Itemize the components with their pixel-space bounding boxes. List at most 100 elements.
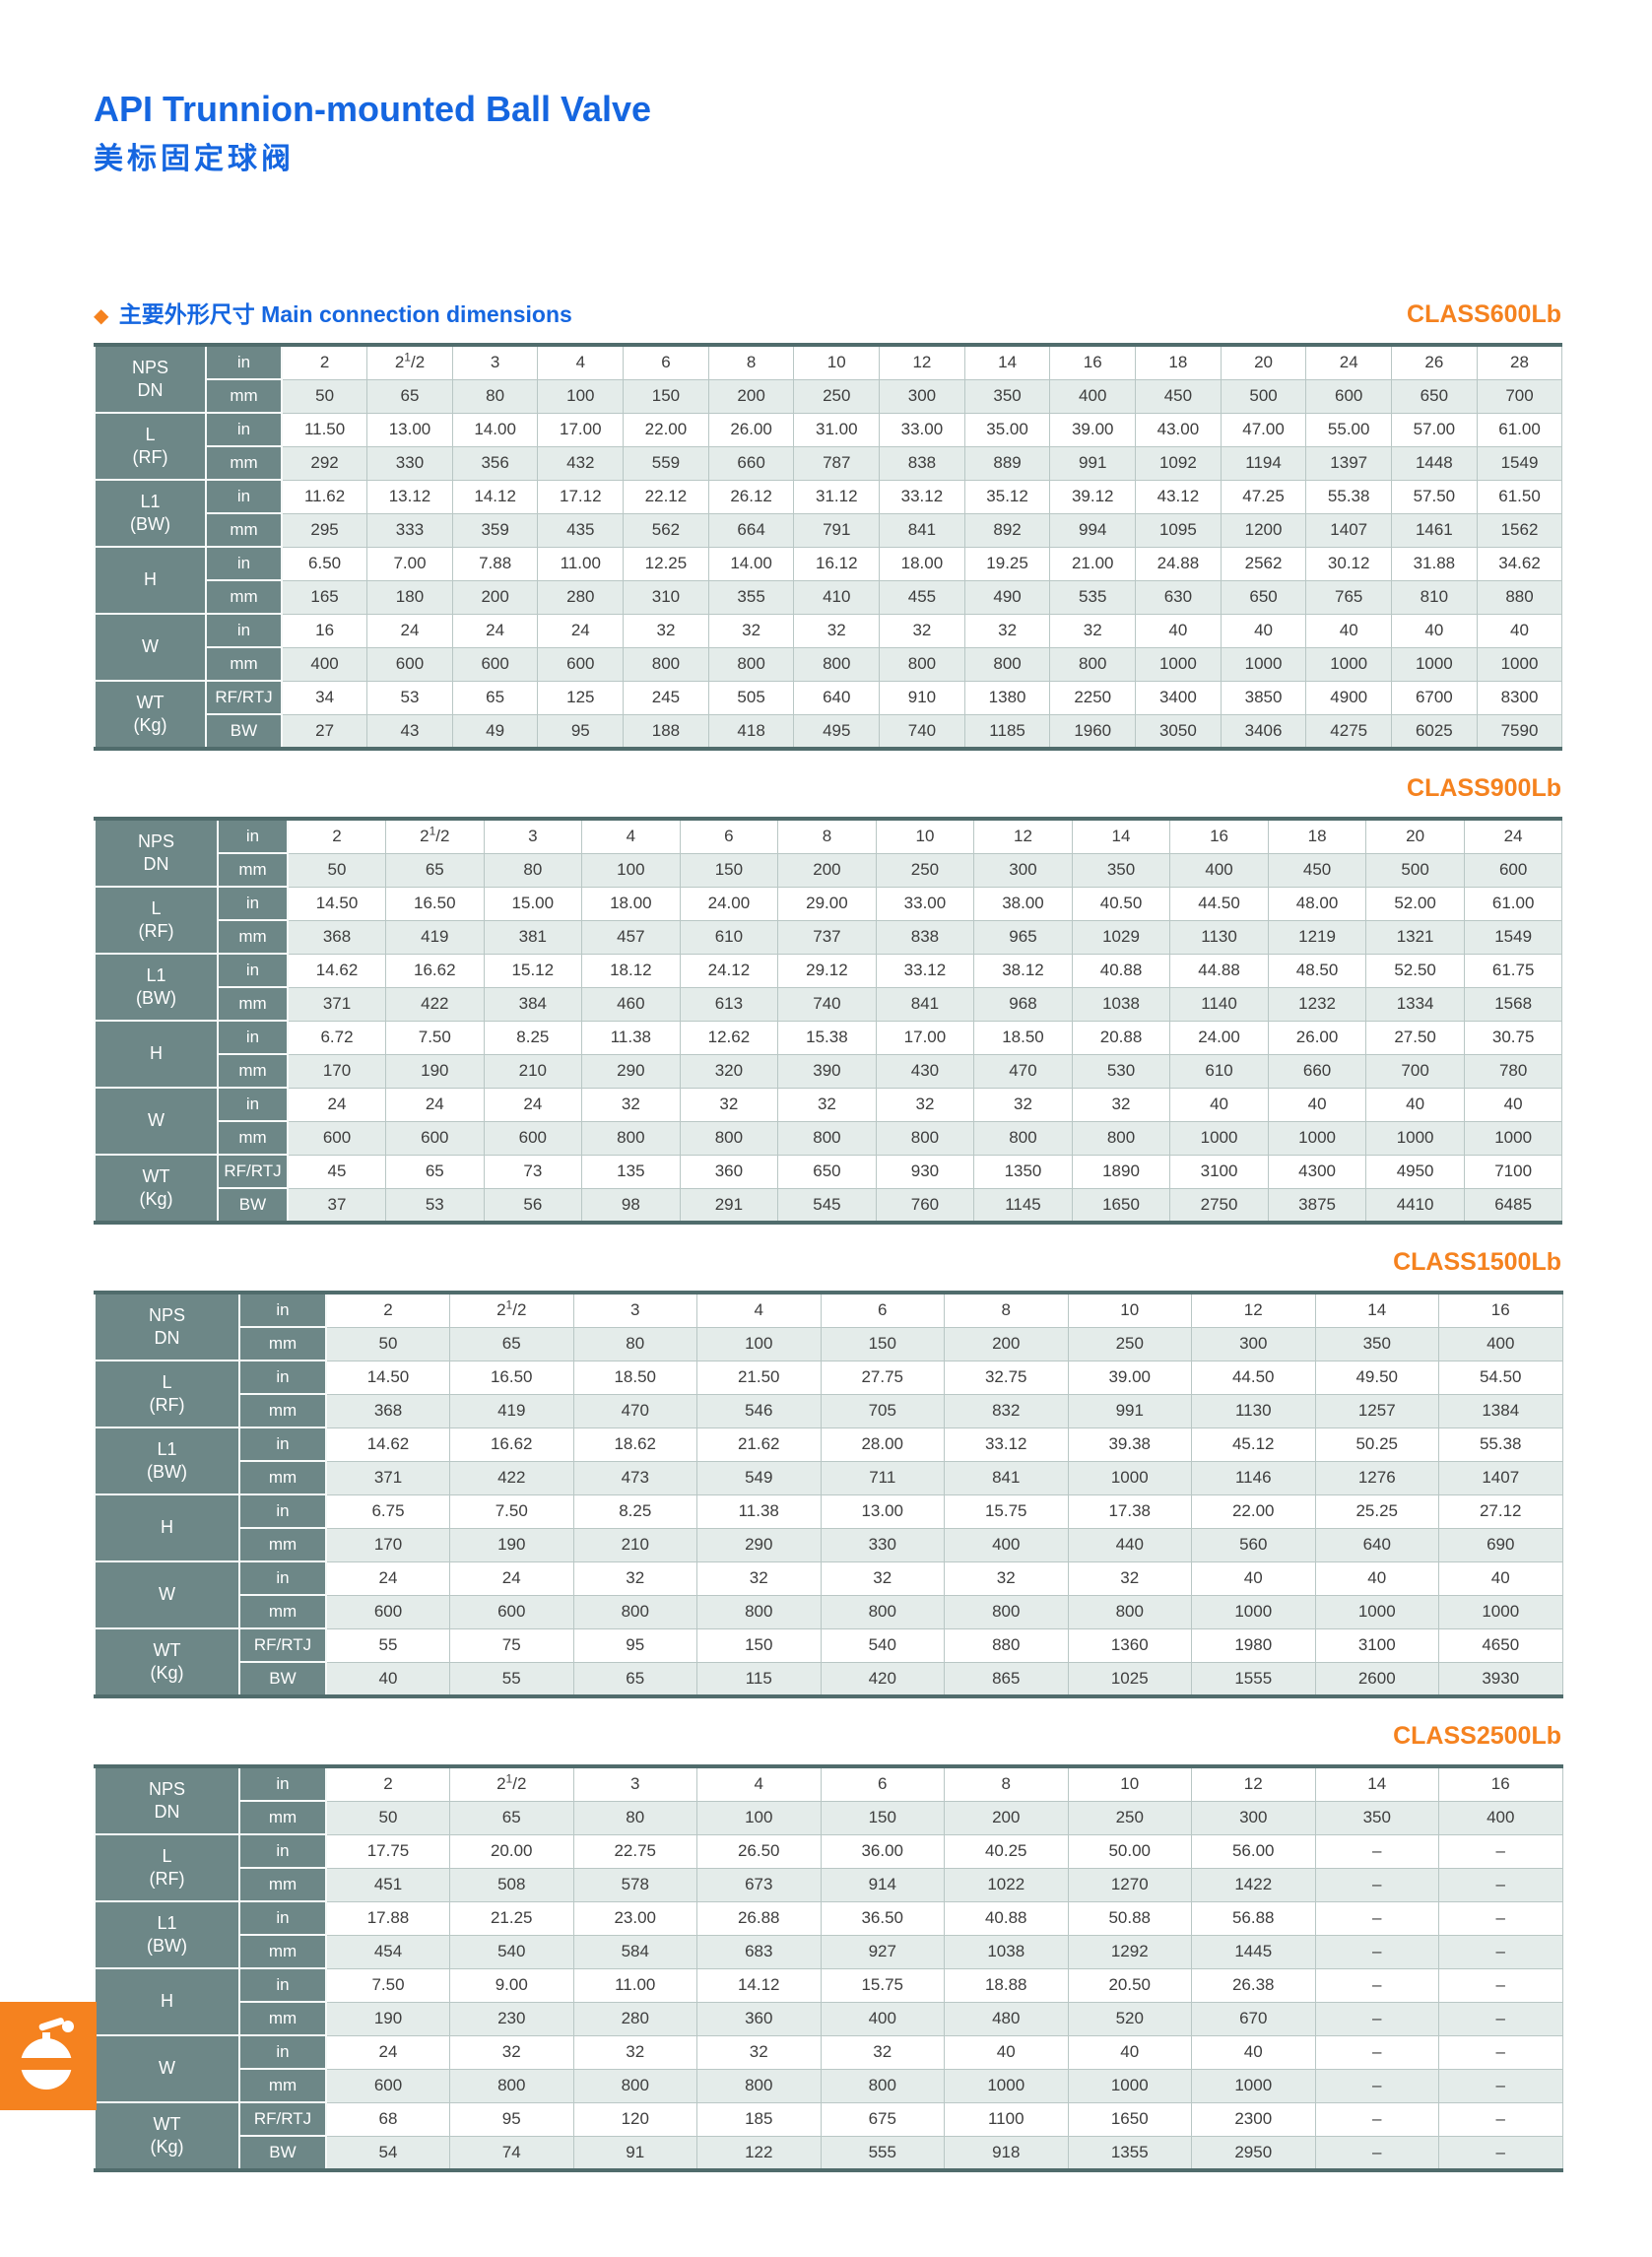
table-row: mm 454 540 584 683 927 1038 1292 1445– –	[95, 1934, 1563, 1969]
dim-value: 32	[963, 613, 1051, 648]
dim-value: –	[1438, 2034, 1563, 2070]
unit-label: mm	[238, 1594, 327, 1629]
dim-value: 1140	[1169, 986, 1269, 1022]
dim-value: –	[1314, 2135, 1439, 2171]
dim-value: 1145	[973, 1187, 1073, 1224]
dim-value: 800	[581, 1120, 681, 1156]
dim-value: 10	[1067, 1765, 1192, 1802]
page-title: API Trunnion-mounted Ball Valve	[94, 89, 652, 129]
dim-value: 65	[385, 852, 485, 888]
dim-value: 1000	[1191, 1594, 1316, 1629]
unit-label: mm	[217, 919, 289, 955]
dim-value: 74	[449, 2135, 574, 2171]
dim-value: 32	[820, 2034, 945, 2070]
dim-value: 22.00	[1191, 1494, 1316, 1529]
dim-value: 584	[572, 1934, 697, 1969]
dim-value: 1029	[1071, 919, 1171, 955]
dim-value: 68	[325, 2101, 450, 2137]
dim-value: 32	[696, 1560, 822, 1596]
dim-value: 800	[777, 1120, 877, 1156]
dim-value: 660	[707, 445, 795, 481]
dim-value: 26.88	[696, 1900, 822, 1936]
dim-value: 13.12	[366, 479, 453, 514]
dim-value: 40.88	[944, 1900, 1069, 1936]
dim-value: 660	[1267, 1053, 1367, 1089]
dim-value: 10	[875, 818, 975, 854]
dim-value: 880	[944, 1627, 1069, 1663]
dim-value: 400	[1169, 852, 1269, 888]
dim-value: 1270	[1067, 1867, 1192, 1902]
table-row: NPS DN in 2 21/2 3 4 6 8 10 12 14 16 18 20 24	[94, 818, 1563, 888]
table-row: L (RF) in 14.50 16.50 18.50 21.50 27.75 32.75 39.…	[94, 1360, 1563, 1428]
dim-value: 14.12	[451, 479, 539, 514]
dim-value: 800	[572, 2068, 697, 2103]
dim-value: 65	[451, 680, 539, 715]
dim-value: 291	[679, 1187, 779, 1224]
dim-value: 810	[1391, 579, 1478, 615]
table-slot-class2500: NPS DN in 2 21/2 3 4 6 8 10 12 14 16 mm 50 65 80 100 150 20…	[94, 1764, 1563, 2172]
table-row: mm 371 422 473 549 711 841 1000 1146 1276 1407	[95, 1460, 1563, 1495]
dim-value: 1445	[1191, 1934, 1316, 1969]
dim-value: 841	[879, 512, 965, 548]
dim-value: 10	[793, 344, 881, 380]
dim-value: 65	[449, 1326, 574, 1361]
dim-value: 1146	[1191, 1460, 1316, 1495]
dim-value: 640	[1314, 1527, 1439, 1562]
dim-value: 400	[820, 2001, 945, 2036]
section-heading: ◆ 主要外形尺寸 Main connection dimensions	[94, 296, 572, 329]
dim-value: 39.38	[1067, 1427, 1192, 1462]
dim-value: 4	[581, 818, 681, 854]
table-row: BW 37 53 56 98 291 545 760 1145 1650 2750 3875 4410 6…	[95, 1187, 1563, 1224]
dimensions-table-class1500lb: NPS DN in 2 21/2 3 4 6 8 10 12 14 16 mm 50 65 80 100 150 20…	[94, 1291, 1563, 1698]
dim-value: 33.12	[875, 953, 975, 988]
dim-value: 65	[572, 1661, 697, 1697]
dim-value: 1025	[1067, 1661, 1192, 1697]
dim-value: 95	[572, 1627, 697, 1663]
dim-value: 32	[707, 613, 795, 648]
dim-value: 1292	[1067, 1934, 1192, 1969]
dim-value: –	[1438, 1833, 1563, 1869]
unit-label: mm	[217, 1053, 289, 1089]
dim-value: 190	[385, 1053, 485, 1089]
dim-value: 16	[1438, 1292, 1563, 1328]
dim-value: 1000	[1365, 1120, 1465, 1156]
dim-value: 295	[281, 512, 368, 548]
table-row: mm 368 419 470 546 705 832 991 1130 1257 1384	[95, 1393, 1563, 1428]
dim-value: 52.00	[1365, 886, 1465, 921]
dim-value: 44.50	[1169, 886, 1269, 921]
dim-value: 2	[325, 1765, 450, 1802]
dim-value: 419	[449, 1393, 574, 1428]
dim-value: 600	[451, 646, 539, 682]
dim-value: 1276	[1314, 1460, 1439, 1495]
dim-value: 3	[451, 344, 539, 380]
dim-value: 24	[483, 1087, 583, 1122]
dim-value: 55.38	[1305, 479, 1393, 514]
dim-value: 65	[366, 378, 453, 414]
dim-value: 135	[581, 1154, 681, 1189]
dim-value: 610	[1169, 1053, 1269, 1089]
dim-value: 61.00	[1463, 886, 1563, 921]
dim-value: 150	[820, 1800, 945, 1835]
dim-value: 2250	[1049, 680, 1137, 715]
unit-label: in	[238, 1427, 327, 1462]
table-row: WT (Kg) RF/RTJ 55 75 95 150 540 880 1360 1980 3100 4…	[94, 1627, 1563, 1697]
unit-label: in	[205, 613, 283, 648]
dim-value: 24.88	[1135, 546, 1222, 581]
dim-value: 54	[325, 2135, 450, 2171]
table-row: mm 292 330 356 432 559 660 787 838 889 991 1092 1194…	[95, 445, 1563, 481]
dim-value: 16	[1169, 818, 1269, 854]
dim-value: 600	[287, 1120, 387, 1156]
dim-value: 7.88	[451, 546, 539, 581]
dim-value: 4275	[1305, 713, 1393, 750]
dim-value: 200	[944, 1800, 1069, 1835]
dim-value: 6025	[1391, 713, 1478, 750]
dim-value: 800	[875, 1120, 975, 1156]
dim-value: 30.75	[1463, 1020, 1563, 1055]
dim-value: 43	[366, 713, 453, 750]
dim-value: 18	[1267, 818, 1367, 854]
dim-value: 36.00	[820, 1833, 945, 1869]
dim-value: 705	[820, 1393, 945, 1428]
